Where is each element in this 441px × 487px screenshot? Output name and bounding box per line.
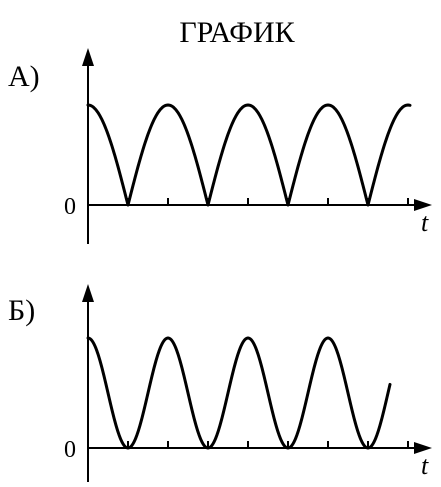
panel-a: А) 0 t (8, 48, 432, 244)
panel-b-label: Б) (8, 294, 35, 327)
panel-b-y-axis-arrow (82, 284, 94, 302)
panel-b: Б) 0 t (8, 284, 432, 482)
panel-b-x-label: t (421, 451, 429, 480)
panel-b-series-line (86, 336, 392, 450)
panel-a-series-line (86, 103, 412, 207)
panel-a-x-axis-arrow (414, 199, 432, 211)
panel-b-x-axis-arrow (414, 442, 432, 454)
panel-a-y-tick-zero: 0 (64, 194, 76, 220)
panel-b-y-tick-zero: 0 (64, 437, 76, 463)
panel-a-label: А) (8, 60, 40, 93)
panel-a-x-label: t (421, 208, 429, 237)
figure-title: ГРАФИК (179, 16, 295, 49)
panel-a-y-axis-arrow (82, 48, 94, 66)
